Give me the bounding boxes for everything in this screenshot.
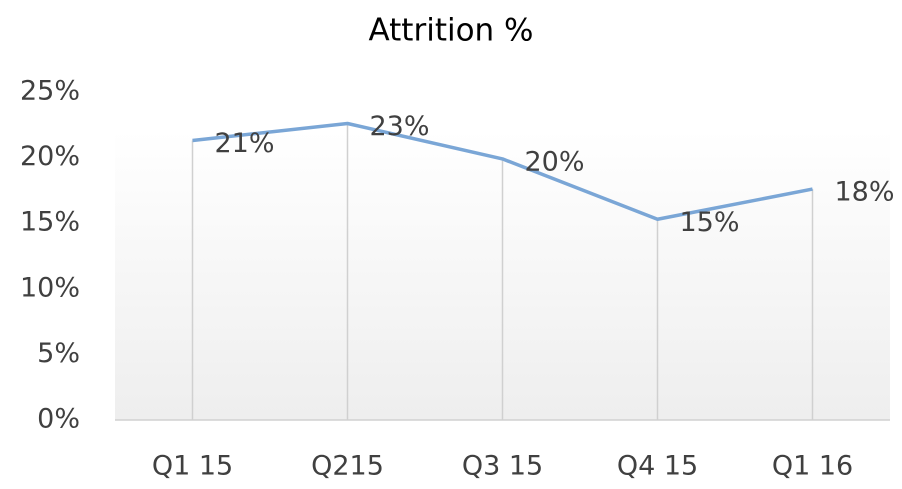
y-tick-label: 20% — [20, 141, 80, 172]
y-tick-label: 10% — [20, 272, 80, 303]
x-tick-label: Q1 15 — [152, 451, 233, 482]
y-tick-label: 5% — [37, 338, 80, 369]
data-label: 15% — [680, 207, 740, 238]
x-tick-label: Q3 15 — [462, 451, 543, 482]
data-label: 18% — [835, 177, 895, 208]
data-label: 20% — [525, 146, 585, 177]
x-tick-label: Q215 — [311, 451, 384, 482]
series-line — [192, 121, 813, 222]
x-tick-label: Q1 16 — [772, 451, 853, 482]
data-label: 21% — [215, 128, 275, 159]
chart-title: Attrition % — [368, 13, 533, 49]
data-label: 23% — [370, 111, 430, 142]
y-tick-label: 25% — [20, 76, 80, 107]
x-tick-label: Q4 15 — [617, 451, 698, 482]
y-tick-label: 0% — [37, 404, 80, 435]
y-tick-label: 15% — [20, 207, 80, 238]
